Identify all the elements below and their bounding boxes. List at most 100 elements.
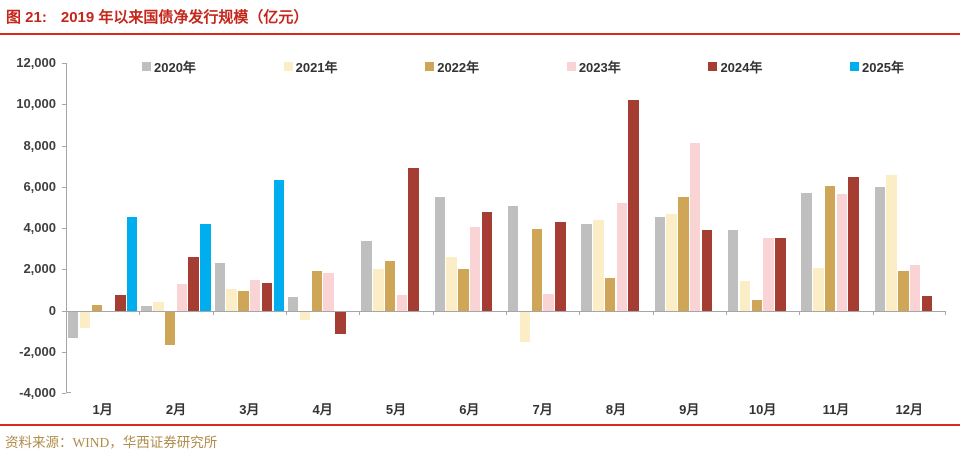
bar-2022年-6月 — [458, 269, 469, 311]
y-tick-label: 0 — [48, 302, 56, 318]
bar-2023年-6月 — [469, 226, 481, 311]
x-tick-mark — [652, 310, 654, 315]
bar-2023年-4月 — [323, 273, 334, 311]
bar-2020年-6月 — [434, 197, 446, 311]
x-tick-mark — [799, 310, 801, 315]
bar-2023年-7月 — [543, 294, 554, 311]
y-tick-mark — [62, 310, 66, 312]
bar-2021年-4月 — [299, 311, 311, 320]
bar-2025年-2月 — [200, 223, 211, 311]
x-axis-label-3月: 3月 — [239, 402, 260, 417]
bar-2021年-5月 — [373, 269, 384, 311]
legend-item-2023年: 2023年 — [566, 57, 621, 76]
bar-2023年-12月 — [909, 265, 921, 311]
bar-2021年-11月 — [813, 268, 824, 311]
x-axis-label-6月: 6月 — [459, 402, 480, 417]
x-tick-mark — [579, 310, 581, 315]
y-tick-label: 2,000 — [23, 261, 56, 277]
bar-2023年-2月 — [176, 283, 188, 311]
legend-label: 2022年 — [437, 60, 480, 75]
legend-item-2021年: 2021年 — [283, 57, 338, 76]
bar-2022年-4月 — [311, 271, 323, 311]
x-axis-label-4月: 4月 — [312, 402, 333, 417]
x-axis-label-10月: 10月 — [748, 402, 777, 417]
bar-2022年-5月 — [384, 261, 396, 311]
legend-item-2024年: 2024年 — [708, 57, 762, 76]
bar-2021年-1月 — [79, 311, 91, 328]
legend-label: 2020年 — [154, 60, 196, 75]
bar-2020年-12月 — [874, 186, 886, 311]
y-tick-label: 6,000 — [23, 178, 56, 194]
footer-divider — [0, 424, 960, 426]
y-tick-mark — [62, 186, 66, 188]
bar-2021年-2月 — [153, 302, 164, 311]
plot-area — [62, 63, 946, 394]
y-tick-label: -2,000 — [19, 343, 56, 359]
y-tick-label: 4,000 — [23, 220, 56, 235]
source-note: 资料来源：WIND，华西证券研究所 — [5, 435, 218, 450]
bar-2024年-11月 — [848, 177, 859, 311]
bar-2021年-3月 — [226, 288, 237, 311]
bar-2020年-1月 — [67, 311, 79, 339]
y-tick-label: 12,000 — [16, 55, 56, 70]
legend-item-2022年: 2022年 — [425, 57, 479, 76]
legend-item-2020年: 2020年 — [142, 57, 196, 76]
bar-2023年-10月 — [763, 238, 774, 311]
legend-label: 2023年 — [578, 60, 621, 75]
legend-swatch — [708, 62, 718, 71]
bar-2024年-12月 — [921, 296, 933, 311]
bar-2023年-3月 — [249, 279, 261, 311]
x-axis-label-7月: 7月 — [532, 402, 553, 417]
bar-2024年-1月 — [115, 295, 126, 311]
bar-2024年-4月 — [335, 311, 346, 335]
bar-2024年-3月 — [261, 282, 273, 311]
chart-legend: 2020年 2021年 2022年 2023年 2024年 2025年 — [142, 57, 904, 76]
bar-2020年-7月 — [507, 206, 519, 311]
legend-swatch — [850, 62, 860, 71]
bar-2020年-10月 — [727, 230, 739, 311]
x-axis-label-5月: 5月 — [385, 402, 407, 417]
x-tick-mark — [726, 310, 727, 315]
x-tick-mark — [872, 310, 874, 315]
bar-2024年-6月 — [481, 211, 493, 311]
y-tick-label: 8,000 — [23, 137, 56, 153]
bar-2024年-2月 — [188, 256, 199, 311]
bar-2022年-9月 — [678, 197, 689, 311]
y-tick-mark — [62, 145, 66, 147]
legend-label: 2021年 — [295, 60, 338, 75]
bar-2023年-8月 — [616, 203, 628, 311]
bar-2021年-7月 — [519, 311, 531, 343]
bar-2022年-7月 — [531, 229, 543, 311]
bar-2022年-11月 — [824, 185, 836, 311]
y-tick-mark — [62, 228, 66, 229]
x-axis-label-9月: 9月 — [679, 402, 700, 417]
bar-2023年-5月 — [396, 295, 408, 311]
x-axis-label-12月: 12月 — [895, 402, 923, 417]
bar-2021年-12月 — [886, 175, 897, 311]
x-axis-label-8月: 8月 — [605, 402, 627, 417]
x-tick-mark — [212, 310, 214, 315]
bar-2023年-9月 — [689, 143, 701, 311]
bar-2024年-8月 — [628, 100, 639, 311]
bar-2021年-8月 — [593, 219, 604, 311]
x-axis-label-2月: 2月 — [165, 402, 187, 417]
y-tick-mark — [62, 63, 66, 64]
y-tick-mark — [62, 104, 66, 106]
y-tick-mark — [62, 393, 66, 394]
x-axis-label-1月: 1月 — [92, 402, 113, 417]
bar-2022年-1月 — [91, 305, 103, 311]
bar-2024年-5月 — [408, 168, 419, 311]
bar-2025年-1月 — [126, 216, 138, 311]
bar-2020年-9月 — [654, 216, 666, 311]
bar-2022年-3月 — [238, 290, 249, 311]
legend-label: 2025年 — [862, 60, 904, 75]
bar-2022年-10月 — [751, 300, 763, 311]
bar-2024年-7月 — [555, 221, 566, 311]
figure-title: 2019 年以来国债净发行规模（亿元） — [60, 9, 309, 26]
bar-2021年-6月 — [446, 256, 457, 311]
bar-2020年-11月 — [801, 192, 812, 311]
bar-2020年-8月 — [581, 223, 592, 311]
bar-2024年-9月 — [701, 230, 713, 311]
x-tick-mark — [432, 310, 434, 315]
